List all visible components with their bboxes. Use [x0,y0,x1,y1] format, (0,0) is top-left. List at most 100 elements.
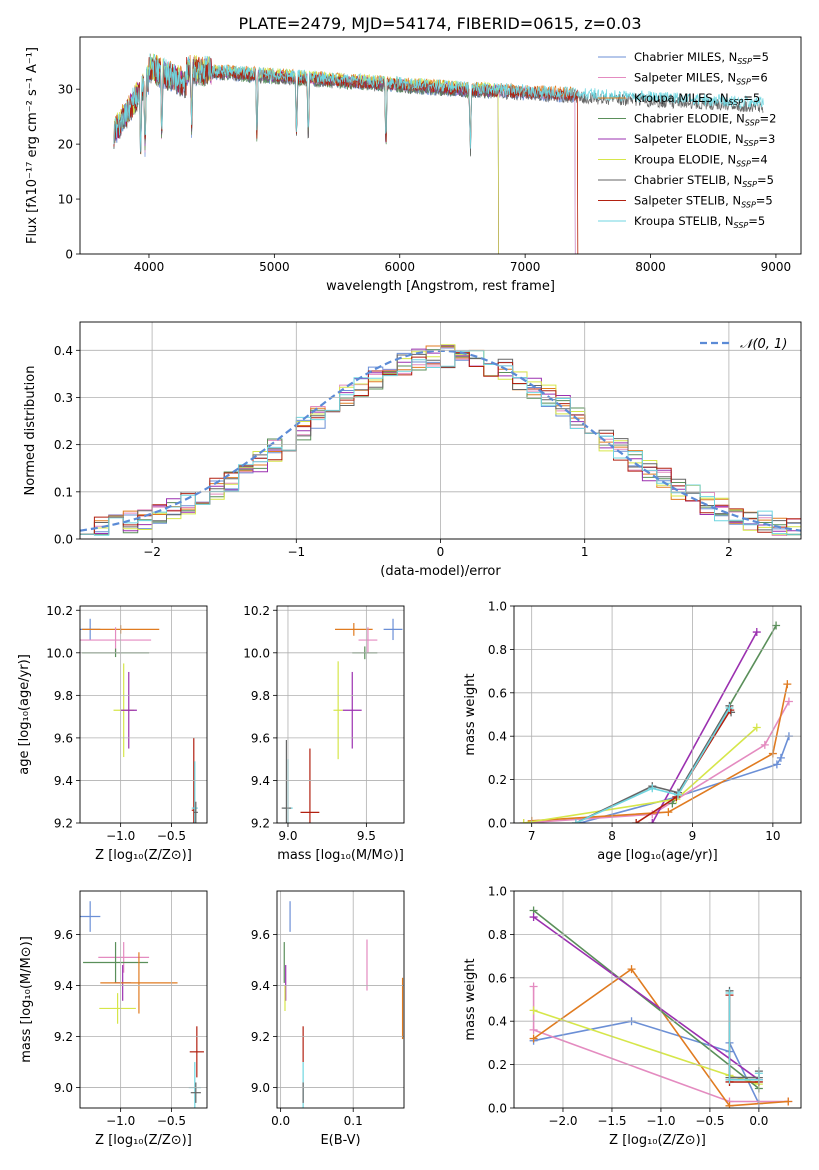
mass-weight-point [664,808,673,817]
mass-weight-point [752,723,761,732]
age_vs_Z-x-tick-label: −0.5 [157,829,186,843]
panel-age_vs_mass: 9.0 9.5 9.2 9.4 9.6 9.8 10.0 10.2 mass [log₁₀(M/… [243,604,405,863]
mass_weight_vs_age-y-tick-label: 0.6 [488,686,507,700]
age_vs_mass-y-tick-label: 9.2 [251,817,270,831]
mass_weight_vs_Z-y-axis-label: mass weight [463,958,478,1040]
mass-weight-point [529,1006,538,1015]
mass_weight_vs_Z-y-tick-label: 0.2 [488,1058,507,1072]
mass-weight-point [725,988,734,997]
residuals-x-tick-label: −1 [287,545,305,559]
mass_vs_ebv-y-tick-label: 9.0 [251,1081,270,1095]
mass_weight_vs_age-y-tick-label: 0.8 [488,643,507,657]
mass_weight_vs_age-x-tick-label: 7 [528,829,536,843]
age_vs_mass-y-tick-label: 10.2 [243,604,270,618]
mass_vs_ebv-x-tick-label: 0.1 [344,1114,363,1128]
residuals-y-tick-label: 0.0 [54,533,73,547]
residuals-x-tick-label: 2 [725,545,733,559]
mass-weight-line [533,916,760,1081]
mass_vs_ebv-y-tick-label: 9.6 [251,928,270,942]
mass_vs_Z-frame [79,890,208,1109]
spectrum-series-line [113,58,764,157]
mass-weight-point [772,621,781,630]
mass-weight-point [772,760,781,769]
panel-mass_vs_Z: −1.0 −0.5 9.0 9.2 9.4 9.6 Z [log₁₀(Z/Z⊙)] mass … [19,890,208,1148]
mass-weight-line [531,683,789,822]
residuals-y-axis-label: Normed distribution [23,366,38,496]
age_vs_Z-y-tick-label: 9.8 [54,689,73,703]
legend-label: Kroupa ELODIE, NSSP=4 [634,153,768,169]
mass_vs_Z-x-tick-label: −1.0 [106,1114,135,1128]
legend-label: Chabrier STELIB, NSSP=5 [634,173,774,189]
mass_weight_vs_age-plot-area [519,621,793,823]
age_vs_mass-x-tick-label: 9.0 [278,829,297,843]
mass-weight-point [648,819,657,823]
age_vs_Z-y-tick-label: 10.2 [46,604,73,618]
spectrum-y-axis-label: Flux [fλ10⁻¹⁷ erg cm⁻² s⁻¹ A⁻¹] [25,47,40,244]
mass_vs_Z-y-tick-label: 9.4 [54,979,73,993]
residuals-y-tick-label: 0.1 [54,485,73,499]
residuals-x-axis-label: (data-model)/error [380,564,501,579]
spectrum-x-tick-label: 5000 [259,260,290,274]
age_vs_Z-frame [79,605,208,824]
mass-weight-point [784,697,793,706]
spectrum-y-tick-label: 0 [65,248,73,262]
age_vs_Z-y-tick-label: 9.6 [54,731,73,745]
mass-weight-point [529,913,538,922]
mass_weight_vs_age-y-tick-label: 0.0 [488,817,507,831]
age_vs_mass-y-tick-label: 10.0 [243,646,270,660]
mass_vs_ebv-y-tick-label: 9.4 [251,979,270,993]
legend-label: Kroupa STELIB, NSSP=5 [634,214,765,230]
mass_vs_Z-y-tick-label: 9.0 [54,1081,73,1095]
age_vs_Z-y-tick-label: 10.0 [46,646,73,660]
age_vs_Z-y-tick-label: 9.4 [54,774,73,788]
residuals-y-tick-label: 0.2 [54,438,73,452]
mass-weight-point [627,965,636,974]
mass_weight_vs_age-x-tick-label: 8 [608,829,616,843]
legend-label: Salpeter ELODIE, NSSP=3 [634,132,775,148]
spectrum-frame [79,36,802,255]
mass-weight-line [575,707,731,823]
age_vs_Z-y-tick-label: 9.2 [54,817,73,831]
spectrum-y-tick-label: 30 [58,83,73,97]
panel-age_vs_Z: −1.0 −0.5 9.2 9.4 9.6 9.8 10.0 10.2 Z [log₁₀(Z/Z… [17,604,208,863]
mass_vs_Z-y-tick-label: 9.2 [54,1030,73,1044]
spectrum-series-line [113,53,764,152]
mass-weight-point [752,628,761,637]
residuals-x-tick-label: 0 [437,545,445,559]
mass_vs_Z-y-axis-label: mass [log₁₀(M/M⊙)] [19,936,34,1063]
mass_weight_vs_age-y-axis-label: mass weight [463,673,478,755]
mass_vs_Z-y-tick-label: 9.6 [54,928,73,942]
mass_weight_vs_Z-y-tick-label: 0.6 [488,971,507,985]
age_vs_Z-x-axis-label: Z [log₁₀(Z/Z⊙)] [95,848,192,863]
mass_weight_vs_age-x-tick-label: 10 [765,829,780,843]
mass_weight_vs_age-x-tick-label: 9 [689,829,697,843]
mass_weight_vs_age-x-axis-label: age [log₁₀(age/yr)] [597,848,718,863]
mass-weight-point [648,784,657,793]
mass_weight_vs_Z-x-tick-label: −1.5 [597,1114,626,1128]
mass_weight_vs_Z-y-tick-label: 0.0 [488,1102,507,1116]
mass-weight-point [529,1034,538,1043]
mass_vs_ebv-frame [276,890,405,1109]
mass_weight_vs_age-frame [513,605,802,824]
mass_weight_vs_Z-x-tick-label: −1.0 [646,1114,675,1128]
mass-weight-point [725,1075,734,1084]
mass-weight-point [632,819,641,823]
residuals-x-tick-label: −2 [143,545,161,559]
mass_vs_ebv-plot-area [283,901,404,1108]
spectrum-plot-area [113,53,764,254]
age_vs_mass-y-tick-label: 9.4 [251,774,270,788]
mass-weight-line [533,909,760,1090]
mass_vs_ebv-x-tick-label: 0.0 [271,1114,290,1128]
legend-label: Salpeter MILES, NSSP=6 [634,71,768,87]
legend-label: Chabrier MILES, NSSP=5 [634,50,769,66]
age_vs_mass-y-tick-label: 9.6 [251,731,270,745]
legend-label: Chabrier ELODIE, NSSP=2 [634,112,776,128]
residuals-y-tick-label: 0.3 [54,391,73,405]
spectrum-x-tick-label: 6000 [384,260,415,274]
legend-label: 𝒩(0, 1) [740,337,787,352]
mass_vs_Z-x-tick-label: −0.5 [157,1114,186,1128]
mass_weight_vs_Z-x-axis-label: Z [log₁₀(Z/Z⊙)] [609,1133,706,1148]
mass-weight-line [523,726,758,823]
mass-weight-point [571,819,580,823]
mass-weight-point [725,1101,734,1108]
